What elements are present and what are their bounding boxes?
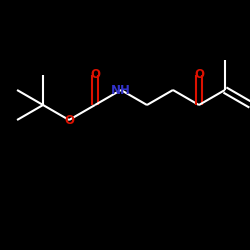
Text: O: O (194, 68, 204, 82)
Text: O: O (90, 68, 100, 82)
Text: O: O (64, 114, 74, 126)
Text: NH: NH (111, 84, 131, 96)
